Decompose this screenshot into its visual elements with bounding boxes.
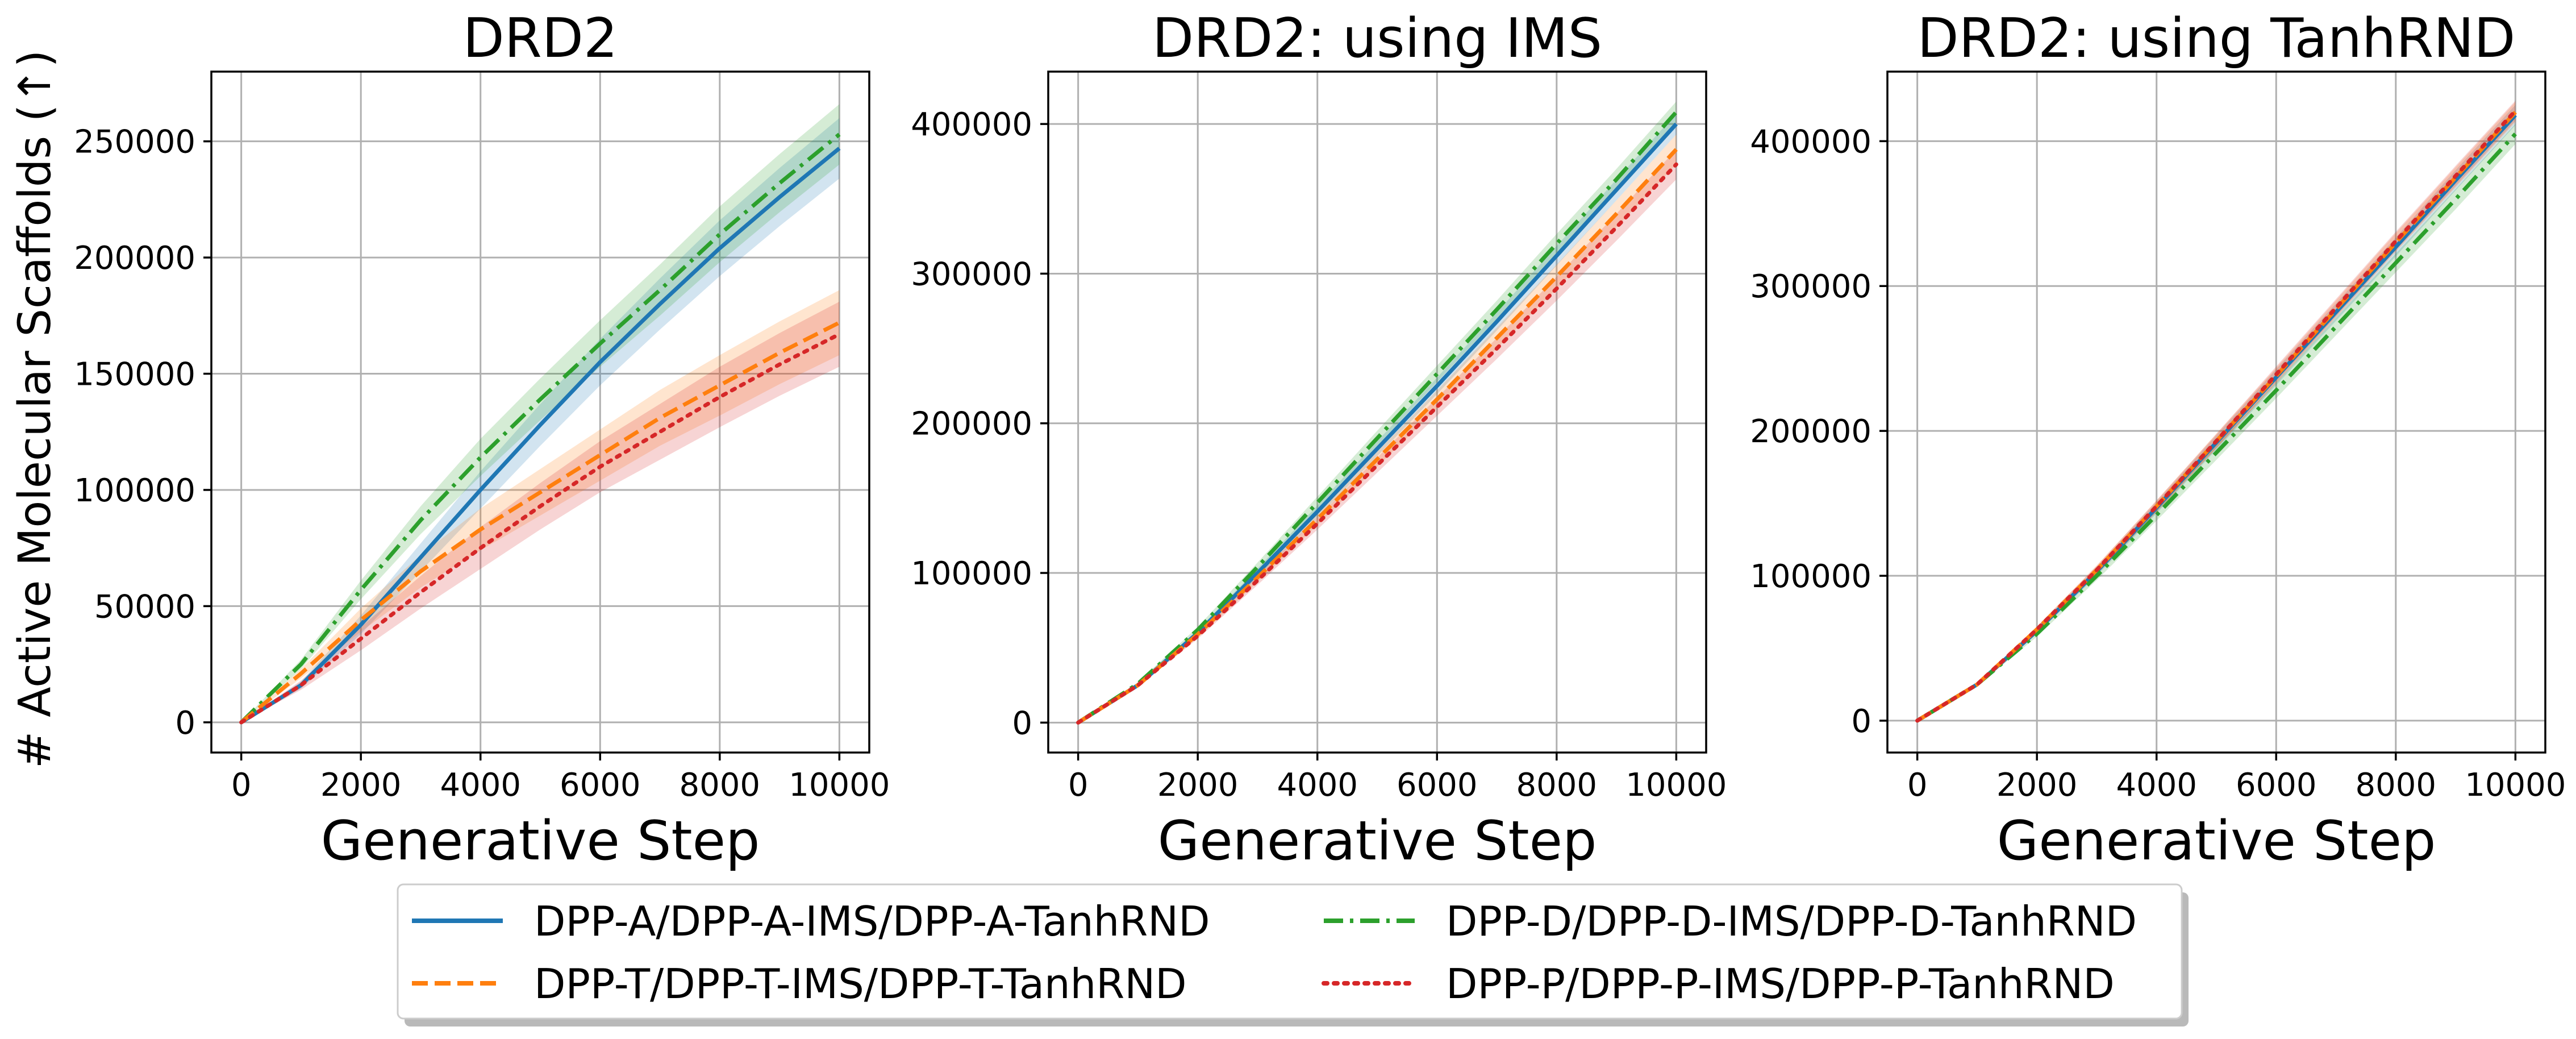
x-axis-label: Generative Step — [321, 810, 760, 872]
x-axis-label: Generative Step — [1158, 810, 1597, 872]
x-tick-label: 4000 — [440, 767, 521, 804]
series-line-dpp-d — [1077, 110, 1678, 725]
y-tick-label: 250000 — [74, 124, 195, 161]
y-tick-label: 0 — [175, 705, 195, 742]
x-tick-label: 8000 — [2356, 767, 2437, 804]
legend-label-dpp-d: DPP-D/DPP-D-IMS/DPP-D-TanhRND — [1446, 897, 2137, 945]
y-tick-label: 400000 — [911, 106, 1032, 143]
band-dpp-a — [241, 118, 840, 722]
plot-frame — [210, 70, 870, 754]
x-tick-label: 2000 — [320, 767, 402, 804]
y-tick-label: 50000 — [94, 588, 195, 625]
chart-title: DRD2 — [463, 7, 618, 70]
y-tick-label: 300000 — [1750, 268, 1871, 305]
plot-area — [1915, 100, 2517, 723]
x-tick-label: 6000 — [560, 767, 641, 804]
y-tick-label: 0 — [1851, 703, 1871, 740]
x-tick-label: 0 — [1907, 767, 1928, 804]
y-tick-label: 100000 — [911, 555, 1032, 592]
chart-title: DRD2: using TanhRND — [1918, 7, 2516, 70]
y-tick-label: 150000 — [74, 356, 195, 393]
y-tick-label: 200000 — [74, 240, 195, 277]
plot-area — [1076, 101, 1678, 725]
legend-label-dpp-a: DPP-A/DPP-A-IMS/DPP-A-TanhRND — [534, 897, 1210, 945]
x-tick-label: 2000 — [1157, 767, 1239, 804]
y-tick-label: 100000 — [1750, 558, 1871, 595]
y-tick-label: 0 — [1012, 705, 1032, 742]
legend-box — [397, 883, 2183, 1020]
x-axis-label: Generative Step — [1997, 810, 2436, 872]
series-line-dpp-d — [1916, 132, 2517, 722]
chart-title: DRD2: using IMS — [1152, 7, 1602, 70]
legend-label-dpp-t: DPP-T/DPP-T-IMS/DPP-T-TanhRND — [534, 960, 1187, 1008]
x-tick-label: 0 — [231, 767, 252, 804]
x-tick-label: 4000 — [1277, 767, 1358, 804]
x-tick-label: 10000 — [789, 767, 890, 804]
series-line-dpp-p — [1915, 109, 2517, 723]
x-tick-label: 10000 — [1625, 767, 1727, 804]
series-line-dpp-a — [240, 147, 841, 724]
x-tick-label: 6000 — [1397, 767, 1478, 804]
x-tick-label: 2000 — [1996, 767, 2078, 804]
plot-area — [239, 104, 841, 725]
series-line-dpp-t — [240, 321, 840, 724]
series-line-dpp-d — [240, 132, 841, 724]
x-tick-label: 8000 — [1516, 767, 1598, 804]
series-line-dpp-p — [239, 332, 841, 725]
y-tick-label: 300000 — [911, 256, 1032, 293]
y-tick-label: 200000 — [911, 406, 1032, 443]
band-dpp-d — [241, 104, 840, 722]
y-tick-label: 400000 — [1750, 123, 1871, 160]
y-axis-label: # Active Molecular Scaffolds (↑) — [10, 50, 61, 768]
plot-frame — [1047, 70, 1707, 754]
legend: DPP-A/DPP-A-IMS/DPP-A-TanhRND DPP-D/DPP-… — [397, 883, 2189, 1026]
x-tick-label: 0 — [1068, 767, 1089, 804]
series-line-dpp-p — [1076, 162, 1678, 725]
plot-frame — [1886, 70, 2546, 754]
y-tick-label: 200000 — [1750, 413, 1871, 450]
x-tick-label: 8000 — [680, 767, 761, 804]
legend-label-dpp-p: DPP-P/DPP-P-IMS/DPP-P-TanhRND — [1446, 960, 2115, 1008]
x-tick-label: 4000 — [2116, 767, 2197, 804]
chart-panel-drd2-ims: 0 2000 4000 6000 8000 10000010000020000030000… — [911, 7, 1727, 872]
chart-panel-drd2: 0 2000 4000 6000 8000 10000050000100000150000… — [74, 7, 890, 872]
x-tick-label: 10000 — [2465, 767, 2566, 804]
x-tick-label: 6000 — [2236, 767, 2317, 804]
y-tick-label: 100000 — [74, 472, 195, 509]
chart-panel-drd2-tanhrnd: 0 2000 4000 6000 8000 10000010000020000030000… — [1750, 7, 2566, 872]
